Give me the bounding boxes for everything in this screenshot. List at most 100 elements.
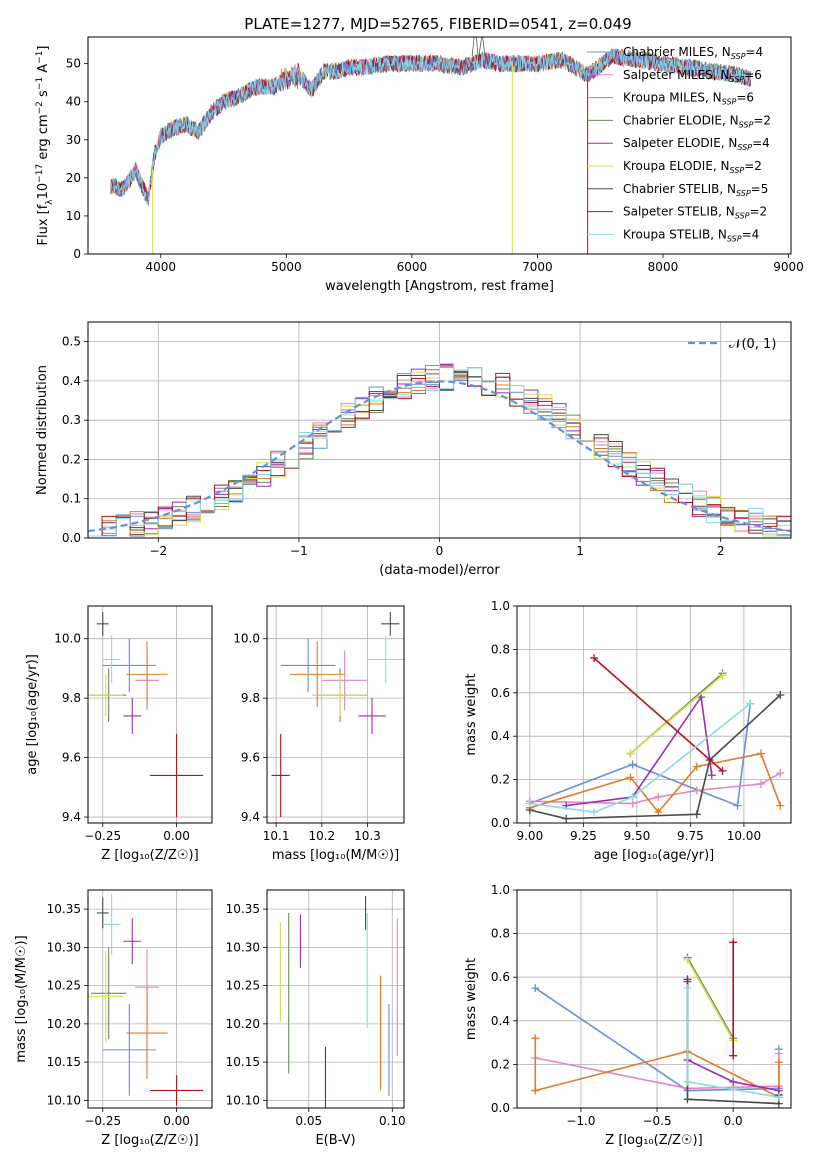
y-tick-label: 1.0 <box>491 883 510 897</box>
legend-text: Chabrier ELODIE, N <box>623 113 739 127</box>
x-tick-label: 9.75 <box>677 829 704 843</box>
axes-frame <box>87 36 792 255</box>
mass-vs-ebv-plot <box>279 896 398 1108</box>
y-tick-label: 10.10 <box>226 1093 260 1107</box>
y-label-part: λ <box>45 199 55 205</box>
y-tick-label: 10.30 <box>47 940 81 954</box>
mass-vs-z-plot <box>88 893 204 1106</box>
spectrum-series-kroupa_stelib <box>110 47 752 206</box>
y-tick-label: 9.4 <box>241 810 260 824</box>
x-tick-label: 0.00 <box>163 829 190 843</box>
x-tick-label: 7000 <box>522 260 553 274</box>
y-tick-label: 0.0 <box>491 816 510 830</box>
x-tick-label: 8000 <box>648 260 679 274</box>
y-tick-label: 0.3 <box>62 413 81 427</box>
y-tick-label: 0.0 <box>62 531 81 545</box>
weight-series-kroupa_miles <box>529 752 782 814</box>
y-tick-label: 9.4 <box>62 810 81 824</box>
weight-series-kroupa_elodie <box>629 674 724 755</box>
x-tick-label: 10.1 <box>263 829 290 843</box>
age-vs-z-panel: −0.25 0.00 9.4 9.6 9.8 10.0 Z [log₁₀(Z/Z☉)] age… <box>25 605 213 863</box>
y-tick-label: 0.2 <box>491 773 510 787</box>
x-tick-label: 0.00 <box>163 1114 190 1128</box>
spectrum-plot <box>110 37 752 254</box>
x-axis-label: (data-model)/error <box>379 563 500 578</box>
legend-text: Kroupa STELIB, N <box>623 227 727 241</box>
y-tick-label: 0.2 <box>491 1057 510 1071</box>
x-tick-label: 1 <box>576 544 584 558</box>
legend-subscript: SSP <box>722 98 737 107</box>
mass-vs-z-panel: −0.25 0.00 10.10 10.15 10.20 10.25 10.30 10.35 Z… <box>14 889 213 1148</box>
legend-subscript: SSP <box>730 75 745 84</box>
legend-label-salpeter_elodie: Salpeter ELODIE, NSSP=4 <box>623 136 770 152</box>
y-label-part: A <box>36 64 51 77</box>
legend-subscript: SSP <box>736 189 751 198</box>
legend-value: =6 <box>744 68 762 82</box>
legend-label-salpeter_stelib: Salpeter STELIB, NSSP=2 <box>623 205 767 221</box>
y-tick-label: 0 <box>73 247 81 261</box>
y-label-part: 10 <box>36 183 51 200</box>
y-axis-label: mass [log₁₀(M/M☉)] <box>14 935 29 1062</box>
y-tick-label: 10.10 <box>47 1093 81 1107</box>
legend-subscript: SSP <box>730 166 745 175</box>
x-axis-label: mass [log₁₀(M/M☉)] <box>272 848 399 863</box>
weight-marker-kroupa_miles <box>626 773 635 782</box>
y-tick-label: 10.0 <box>54 632 81 646</box>
weight-marker-kroupa_stelib <box>683 984 692 993</box>
weight-marker-chabrier_miles <box>733 801 742 810</box>
x-tick-label: 10.3 <box>354 829 381 843</box>
y-tick-label: 10.25 <box>47 979 81 993</box>
y-tick-label: 0.1 <box>62 492 81 506</box>
age-vs-mass-plot <box>271 611 404 818</box>
x-tick-label: 4000 <box>146 260 177 274</box>
weight-marker-kroupa_stelib <box>746 699 755 708</box>
weight-marker-salpeter_stelib <box>729 1051 738 1060</box>
x-axis-label: E(B-V) <box>315 1133 355 1148</box>
weight-vs-age-panel: 9.00 9.25 9.50 9.75 10.00 0.0 0.2 0.4 0.6 0.8 1.0 a… <box>464 599 792 863</box>
axes-frame <box>266 889 405 1109</box>
legend-label-chabrier_stelib: Chabrier STELIB, NSSP=5 <box>623 182 768 198</box>
y-tick-label: 10.20 <box>47 1017 81 1031</box>
y-axis-label: age [log₁₀(age/yr)] <box>25 654 40 775</box>
age-vs-mass-panel: 10.1 10.2 10.3 9.4 9.6 9.8 10.0 mass [log₁₀(M/M… <box>233 605 405 863</box>
y-tick-label: 10.25 <box>226 979 260 993</box>
y-tick-label: 9.6 <box>62 751 81 765</box>
residuals-panel: −2 −1 0 1 2 0.0 0.1 0.2 0.3 0.4 0.5 (data-model)/er… <box>35 321 792 578</box>
legend-value: =4 <box>742 227 760 241</box>
y-tick-label: 0.2 <box>62 452 81 466</box>
legend-subscript: SSP <box>739 120 754 129</box>
x-tick-label: 9.50 <box>624 829 651 843</box>
y-tick-label: 10.30 <box>226 940 260 954</box>
legend-value: =2 <box>753 113 771 127</box>
y-label-part: Flux [f <box>36 204 51 245</box>
weight-series-chabrier_miles <box>529 703 752 807</box>
legend-text: Salpeter MILES, N <box>623 68 730 82</box>
weight-marker-kroupa_stelib <box>774 1093 783 1102</box>
weight-marker-chabrier_miles <box>628 760 637 769</box>
legend-subscript: SSP <box>735 212 750 221</box>
weight-marker-salpeter_miles <box>654 792 663 801</box>
x-tick-label: 9.00 <box>516 829 543 843</box>
legend-text: Chabrier STELIB, N <box>623 182 736 196</box>
x-tick-label: 2 <box>717 544 725 558</box>
y-tick-label: 9.8 <box>241 691 260 705</box>
legend-subscript: SSP <box>727 234 742 243</box>
weight-series-salpeter_elodie <box>566 694 713 807</box>
y-axis-label: mass weight <box>464 958 479 1040</box>
weight-series-chabrier_elodie <box>686 957 734 1039</box>
weight-marker-kroupa_stelib <box>525 799 534 808</box>
weight-marker-chabrier_miles <box>531 984 540 993</box>
weight-marker-kroupa_miles <box>692 762 701 771</box>
weight-series-kroupa_stelib <box>529 702 751 813</box>
weight-marker-salpeter_miles <box>692 786 701 795</box>
legend-text: Salpeter ELODIE, N <box>623 136 737 150</box>
y-tick-label: 0.4 <box>491 1014 510 1028</box>
legend-label-kroupa_miles: Kroupa MILES, NSSP=6 <box>623 91 754 107</box>
y-tick-label: 10.15 <box>47 1055 81 1069</box>
y-tick-label: 0.8 <box>491 642 510 656</box>
y-tick-label: 0.6 <box>491 686 510 700</box>
axes-frame <box>266 605 405 824</box>
weight-marker-salpeter_elodie <box>707 771 716 780</box>
weight-series-salpeter_stelib <box>593 657 724 772</box>
